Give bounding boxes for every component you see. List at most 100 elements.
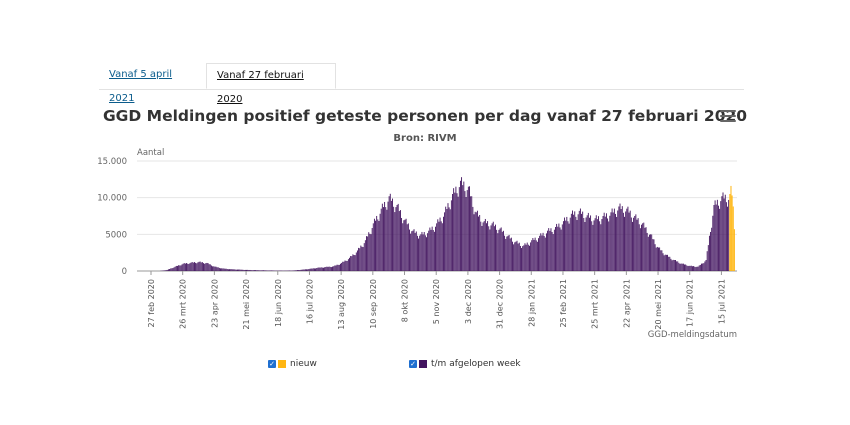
tab-vanaf-27-februari-2020[interactable]: Vanaf 27 februari 2020 — [206, 63, 336, 105]
x-tick-label: 25 mrt 2021 — [591, 279, 600, 329]
bar — [432, 230, 434, 271]
bar — [681, 263, 683, 271]
bar — [715, 204, 717, 271]
bar — [573, 214, 575, 271]
bar — [325, 266, 327, 271]
bar — [169, 269, 171, 271]
bar — [512, 241, 513, 271]
bar — [595, 215, 597, 271]
checkbox-icon[interactable]: ✓ — [268, 360, 276, 368]
bar — [591, 221, 593, 271]
checkbox-icon[interactable]: ✓ — [409, 360, 417, 368]
bar — [464, 191, 466, 271]
bar — [557, 226, 559, 271]
legend-swatch-week — [419, 360, 427, 368]
bar — [685, 264, 687, 271]
bar — [473, 214, 475, 271]
bar — [421, 231, 423, 271]
bar — [174, 266, 176, 271]
bar — [535, 240, 537, 271]
hamburger-menu-icon[interactable] — [720, 110, 736, 124]
bar — [582, 211, 584, 271]
bar — [163, 270, 165, 271]
bar — [247, 269, 249, 271]
bar — [599, 221, 601, 271]
bar — [521, 248, 522, 271]
tab-vanaf-5-april-2021[interactable]: Vanaf 5 april 2021 — [109, 69, 173, 104]
bar — [609, 215, 611, 271]
bar — [721, 196, 723, 271]
bar — [496, 229, 498, 271]
bar — [321, 267, 323, 271]
bar — [324, 267, 326, 271]
bar — [343, 261, 345, 271]
bar — [529, 245, 530, 271]
bar — [450, 200, 452, 271]
legend-item-week[interactable]: ✓ t/m afgelopen week — [409, 359, 521, 369]
bar — [540, 233, 542, 271]
bar — [207, 263, 209, 271]
bar — [342, 261, 344, 271]
bar — [647, 236, 649, 271]
bar — [483, 221, 485, 271]
bar — [354, 255, 356, 271]
bar — [192, 262, 194, 271]
bar — [688, 265, 690, 271]
bar — [180, 265, 182, 271]
bar — [388, 196, 390, 271]
bar — [534, 237, 536, 271]
bar — [572, 210, 573, 271]
bar — [672, 259, 674, 271]
bar — [170, 268, 172, 271]
bar — [373, 218, 375, 271]
bar — [257, 270, 259, 271]
bar — [650, 234, 652, 271]
bar — [218, 267, 220, 271]
bar — [585, 217, 587, 271]
bar — [660, 250, 662, 271]
bar — [575, 216, 577, 271]
bar — [467, 186, 469, 271]
bar — [196, 263, 198, 271]
bar — [415, 231, 417, 271]
bar — [548, 228, 550, 271]
bar — [665, 254, 667, 271]
bar — [316, 268, 318, 271]
bar — [708, 235, 710, 271]
bar — [490, 225, 492, 271]
legend-item-nieuw[interactable]: ✓ nieuw — [268, 359, 317, 369]
bar — [638, 224, 640, 271]
bar — [402, 223, 404, 271]
bar — [350, 256, 352, 271]
bar — [255, 270, 257, 271]
bar — [619, 203, 621, 271]
bar — [581, 213, 582, 271]
bar — [707, 245, 709, 271]
bar — [294, 270, 296, 271]
bar — [675, 260, 676, 271]
bar — [552, 234, 554, 271]
bar — [634, 216, 636, 271]
bar — [587, 212, 589, 271]
bar — [725, 202, 727, 271]
bar — [327, 266, 329, 271]
bar — [549, 230, 551, 271]
bar — [690, 265, 692, 271]
legend-label-week: t/m afgelopen week — [431, 359, 521, 369]
bar — [618, 206, 620, 271]
bar — [455, 186, 457, 271]
bar — [387, 201, 389, 271]
bar — [667, 254, 668, 271]
bar — [366, 236, 367, 271]
bar — [216, 267, 218, 271]
x-tick-label: 25 feb 2021 — [559, 279, 568, 327]
bar — [317, 267, 319, 271]
bar — [259, 270, 261, 271]
bar — [527, 244, 529, 271]
bar — [712, 215, 714, 271]
bar — [607, 218, 609, 271]
bar — [371, 228, 373, 271]
bar — [504, 235, 506, 271]
bar — [510, 237, 512, 271]
